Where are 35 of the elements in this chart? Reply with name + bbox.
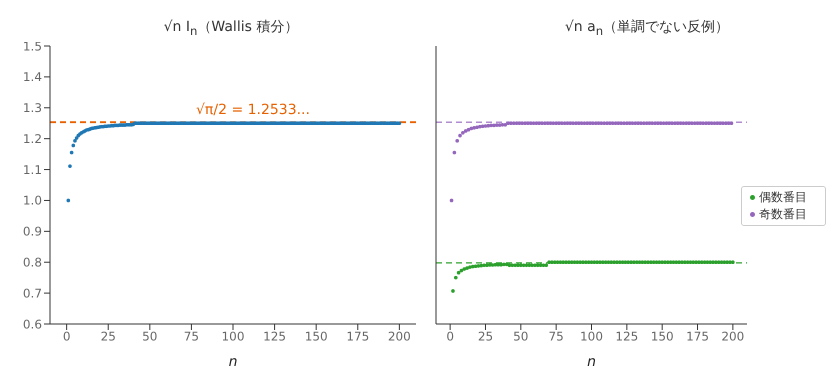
x-tick-label: 100 bbox=[222, 330, 244, 344]
y-tick-label: 1.4 bbox=[22, 70, 42, 84]
x-tick-label: 150 bbox=[304, 330, 328, 344]
y-tick-label: 0.8 bbox=[22, 255, 42, 270]
x-tick-label: 175 bbox=[686, 330, 709, 344]
x-tick-label: 75 bbox=[548, 330, 564, 344]
x-tick-label: 125 bbox=[615, 330, 638, 344]
x-tick-label: 50 bbox=[142, 330, 158, 344]
y-tick-label: 0.7 bbox=[22, 286, 42, 300]
y-tick-label: 1.3 bbox=[22, 101, 42, 116]
x-tick-label: 100 bbox=[580, 330, 603, 344]
x-tick-label: 75 bbox=[184, 330, 200, 344]
y-tick-label: 0.9 bbox=[22, 224, 42, 239]
y-tick-label: 1.0 bbox=[22, 194, 42, 208]
chart-title: √n I$_{n}$（Wallis 積分） bbox=[164, 19, 298, 38]
x-tick-label: 175 bbox=[346, 330, 370, 344]
ref-line-label: √π/2 = 1.2533... bbox=[196, 102, 310, 118]
x-axis-title: n bbox=[587, 354, 596, 370]
legend-label: 奇数番目 bbox=[759, 207, 807, 221]
x-tick-label: 150 bbox=[650, 330, 674, 344]
x-tick-label: 50 bbox=[513, 330, 528, 344]
y-tick-label: 0.6 bbox=[22, 317, 42, 332]
x-tick-label: 200 bbox=[721, 330, 744, 344]
x-tick-label: 25 bbox=[478, 330, 494, 344]
y-tick-label: 1.1 bbox=[22, 162, 42, 177]
x-tick-label: 200 bbox=[388, 330, 411, 344]
x-tick-label: 0 bbox=[62, 330, 70, 344]
y-tick-label: 1.2 bbox=[22, 132, 42, 146]
x-tick-label: 0 bbox=[446, 330, 454, 344]
x-axis-title: n bbox=[228, 354, 238, 370]
chart-title: √n a$_{n}$（単調でない反例） bbox=[564, 18, 730, 40]
x-tick-label: 25 bbox=[100, 330, 116, 344]
x-tick-label: 125 bbox=[263, 330, 286, 344]
legend-label: 偶数番目 bbox=[759, 190, 807, 204]
y-tick-label: 1.5 bbox=[22, 39, 42, 54]
